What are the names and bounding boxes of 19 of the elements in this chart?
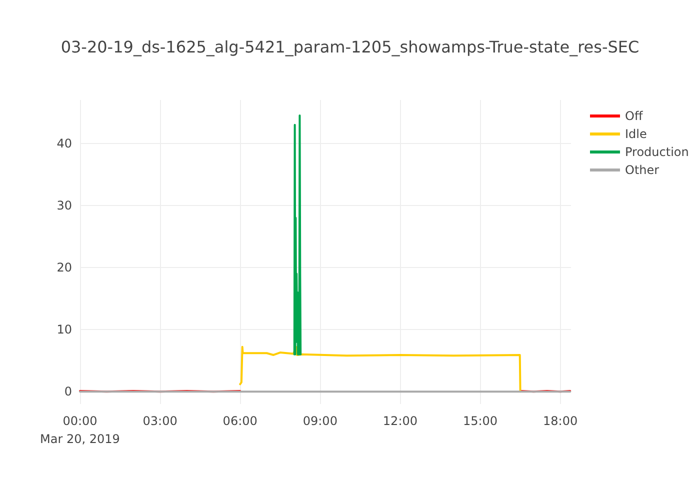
legend-label: Idle — [625, 127, 647, 141]
x-tick-label: 00:00 Mar 20, 2019 — [40, 414, 120, 446]
x-tick-label: 15:00 — [462, 414, 498, 428]
line-series — [239, 346, 522, 393]
y-tick-label: 0 — [64, 384, 72, 399]
x-tick-label: 06:00 — [222, 414, 258, 428]
x-tick-label: 09:00 — [302, 414, 338, 428]
y-tick-label: 20 — [56, 260, 72, 275]
x-tick-label: 18:00 — [543, 414, 578, 428]
x-tick-label: 03:00 — [142, 414, 178, 428]
chart-title: 03-20-19_ds-1625_alg-5421_param-1205_showamps-True-state_res-SEC — [60, 38, 640, 56]
y-tick-label: 10 — [56, 322, 72, 337]
line-series — [293, 114, 302, 356]
x-tick-label: 12:00 — [382, 414, 418, 428]
legend-label: Production — [625, 145, 689, 159]
y-tick-label: 40 — [56, 136, 72, 150]
legend-label: Other — [625, 163, 660, 177]
legend-label: Off — [625, 109, 644, 123]
y-tick-label: 30 — [56, 198, 72, 212]
